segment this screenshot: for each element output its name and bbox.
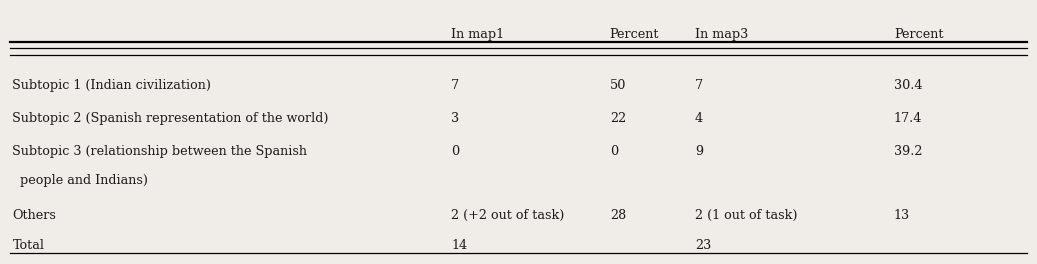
Text: 14: 14 [451, 239, 468, 252]
Text: In map1: In map1 [451, 28, 504, 41]
Text: 0: 0 [451, 145, 459, 158]
Text: 13: 13 [894, 209, 910, 221]
Text: people and Indians): people and Indians) [12, 174, 148, 187]
Text: Others: Others [12, 209, 56, 221]
Text: 17.4: 17.4 [894, 112, 922, 125]
Text: Subtopic 1 (Indian civilization): Subtopic 1 (Indian civilization) [12, 79, 212, 92]
Text: 2 (+2 out of task): 2 (+2 out of task) [451, 209, 564, 221]
Text: Percent: Percent [610, 28, 660, 41]
Text: 23: 23 [695, 239, 711, 252]
Text: 30.4: 30.4 [894, 79, 922, 92]
Text: 7: 7 [451, 79, 459, 92]
Text: 3: 3 [451, 112, 459, 125]
Text: 50: 50 [610, 79, 626, 92]
Text: 9: 9 [695, 145, 703, 158]
Text: Percent: Percent [894, 28, 944, 41]
Text: 0: 0 [610, 145, 618, 158]
Text: 4: 4 [695, 112, 703, 125]
Text: Subtopic 3 (relationship between the Spanish: Subtopic 3 (relationship between the Spa… [12, 145, 307, 158]
Text: 39.2: 39.2 [894, 145, 922, 158]
Text: Subtopic 2 (Spanish representation of the world): Subtopic 2 (Spanish representation of th… [12, 112, 329, 125]
Text: 22: 22 [610, 112, 626, 125]
Text: In map3: In map3 [695, 28, 748, 41]
Text: 28: 28 [610, 209, 626, 221]
Text: Total: Total [12, 239, 45, 252]
Text: 2 (1 out of task): 2 (1 out of task) [695, 209, 797, 221]
Text: 7: 7 [695, 79, 703, 92]
